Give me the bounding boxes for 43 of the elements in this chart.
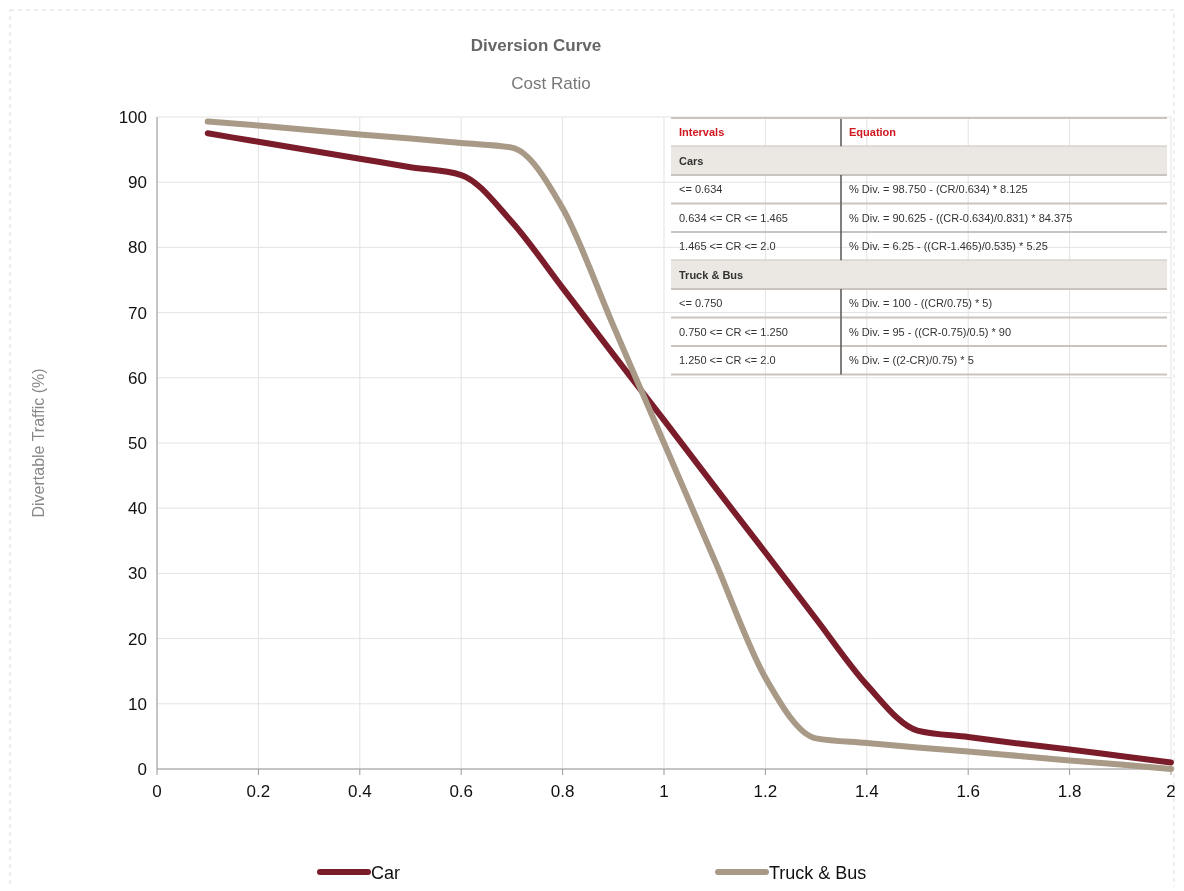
y-tick-label: 100 <box>118 108 147 127</box>
annotation: % Div. = 95 - ((CR-0.75)/0.5) * 90 <box>849 325 1012 338</box>
y-tick-label: 10 <box>128 694 147 714</box>
annotation: <= 0.750 <box>679 297 723 310</box>
x-tick-label: 1.6 <box>956 782 981 801</box>
annotation: % Div. = 90.625 - ((CR-0.634)/0.831) * 84.375 <box>849 211 1073 224</box>
y-tick-label: 70 <box>128 303 147 323</box>
x-tick-label: 0 <box>152 782 162 801</box>
annotation: % Div. = 98.750 - (CR/0.634) * 8.125 <box>849 183 1028 196</box>
x-tick-label: 1.2 <box>753 782 778 801</box>
annotation: % Div. = ((2-CR)/0.75) * 5 <box>849 354 974 367</box>
y-tick-label: 30 <box>128 564 147 584</box>
y-tick-label: 40 <box>128 499 147 519</box>
annotation: 0.750 <= CR <= 1.250 <box>679 325 788 338</box>
y-tick-label: 0 <box>137 760 147 779</box>
y-tick-label: 60 <box>128 368 147 388</box>
annotation: <= 0.634 <box>679 183 723 196</box>
annotation: Equation <box>849 126 897 139</box>
annotation: Cars <box>679 154 704 167</box>
x-tick-label: 2 <box>1166 782 1176 801</box>
x-tick-label: 0.4 <box>347 782 372 801</box>
y-tick-label: 20 <box>128 629 147 649</box>
y-tick-label: 90 <box>128 173 147 193</box>
legend-label: Car <box>371 863 401 883</box>
annotation: 1.465 <= CR <= 2.0 <box>679 240 776 253</box>
annotation: 1.250 <= CR <= 2.0 <box>679 354 776 367</box>
annotation: Intervals <box>679 126 725 139</box>
annotation: % Div. = 6.25 - ((CR-1.465)/0.535) * 5.25 <box>849 240 1048 253</box>
annotation: % Div. = 100 - ((CR/0.75) * 5) <box>849 297 993 310</box>
x-tick-label: 1.4 <box>854 782 879 801</box>
annotation: Truck & Bus <box>679 268 744 281</box>
y-tick-label: 50 <box>128 434 147 453</box>
x-tick-label: 0.2 <box>246 782 271 801</box>
x-tick-label: 1.8 <box>1057 782 1082 801</box>
annotation: 0.634 <= CR <= 1.465 <box>679 211 788 224</box>
x-tick-label: 0.6 <box>449 782 474 801</box>
y-axis-title: Divertable Traffic (%) <box>30 368 47 518</box>
y-tick-label: 80 <box>128 238 147 258</box>
x-tick-label: 0.8 <box>550 782 575 801</box>
x-tick-label: 1 <box>659 782 669 801</box>
chart-title: Diversion Curve <box>470 36 602 55</box>
legend-label: Truck & Bus <box>769 863 867 883</box>
chart-subtitle: Cost Ratio <box>511 74 591 93</box>
